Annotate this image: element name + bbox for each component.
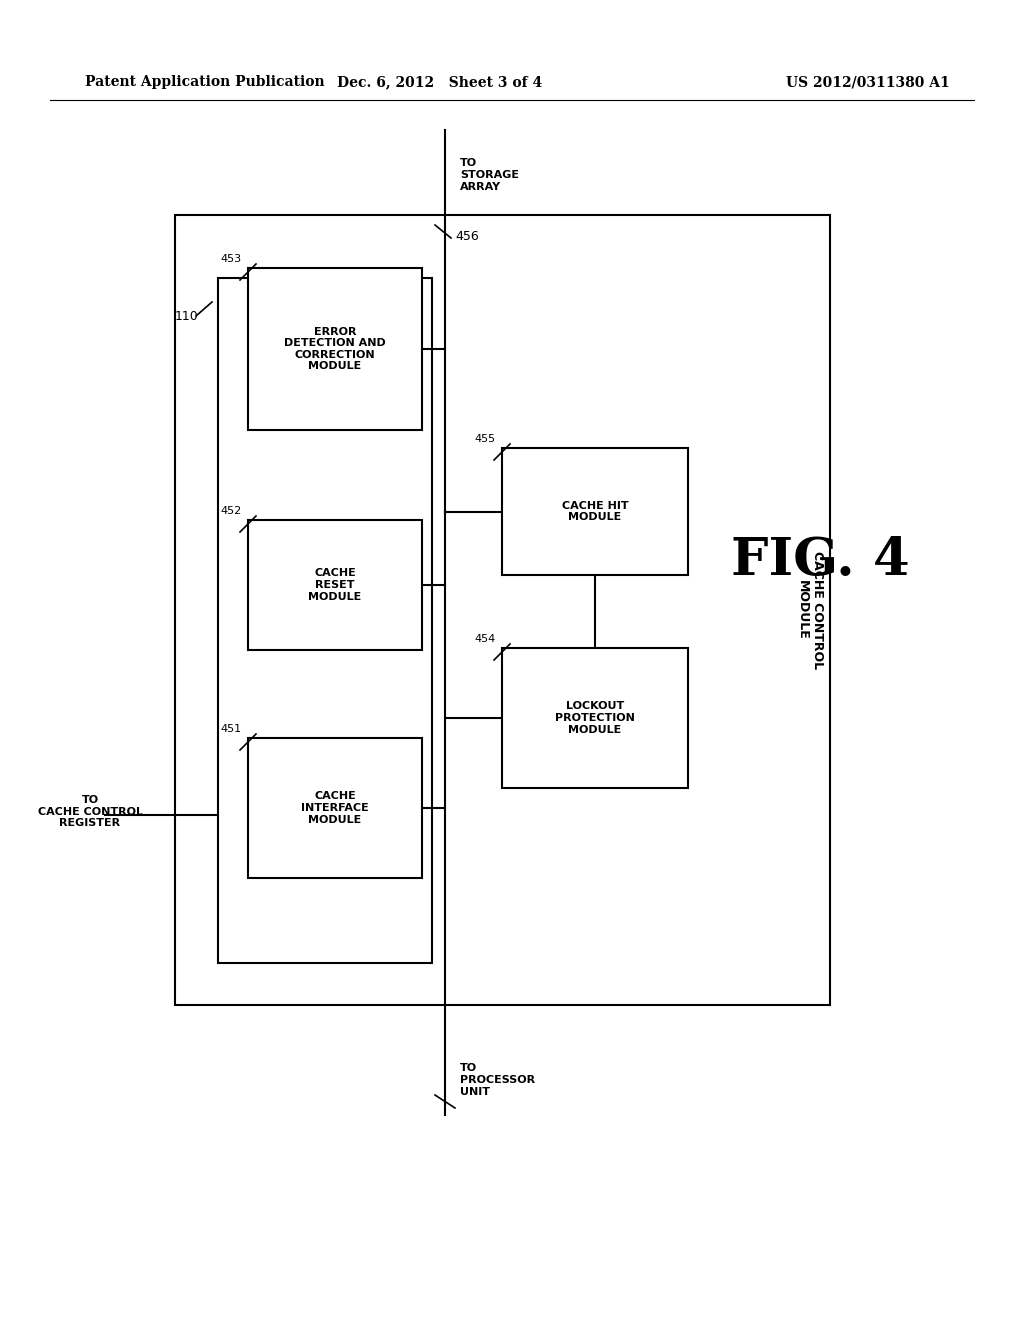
Text: CACHE CONTROL
MODULE: CACHE CONTROL MODULE (796, 550, 824, 669)
Text: 454: 454 (475, 634, 496, 644)
Text: US 2012/0311380 A1: US 2012/0311380 A1 (786, 75, 950, 88)
Text: TO
STORAGE
ARRAY: TO STORAGE ARRAY (460, 158, 519, 191)
Text: 456: 456 (455, 230, 479, 243)
Text: FIG. 4: FIG. 4 (731, 535, 909, 586)
Text: Patent Application Publication: Patent Application Publication (85, 75, 325, 88)
Bar (248, 268, 422, 430)
Text: 453: 453 (221, 253, 242, 264)
Text: TO
PROCESSOR
UNIT: TO PROCESSOR UNIT (460, 1064, 536, 1097)
Text: CACHE HIT
MODULE: CACHE HIT MODULE (562, 500, 629, 523)
Text: 110: 110 (174, 310, 198, 323)
Text: 452: 452 (221, 506, 242, 516)
Text: 455: 455 (475, 434, 496, 444)
Bar (248, 520, 422, 649)
Text: 451: 451 (221, 723, 242, 734)
Text: ERROR
DETECTION AND
CORRECTION
MODULE: ERROR DETECTION AND CORRECTION MODULE (284, 326, 386, 371)
Text: CACHE
INTERFACE
MODULE: CACHE INTERFACE MODULE (301, 792, 369, 825)
Text: LOCKOUT
PROTECTION
MODULE: LOCKOUT PROTECTION MODULE (555, 701, 635, 735)
Text: TO
CACHE CONTROL
REGISTER: TO CACHE CONTROL REGISTER (38, 795, 142, 828)
Bar (175, 215, 830, 1005)
Bar (218, 279, 432, 964)
Bar (502, 648, 688, 788)
Bar (248, 738, 422, 878)
Text: Dec. 6, 2012   Sheet 3 of 4: Dec. 6, 2012 Sheet 3 of 4 (337, 75, 543, 88)
Text: CACHE
RESET
MODULE: CACHE RESET MODULE (308, 569, 361, 602)
Bar (502, 447, 688, 576)
